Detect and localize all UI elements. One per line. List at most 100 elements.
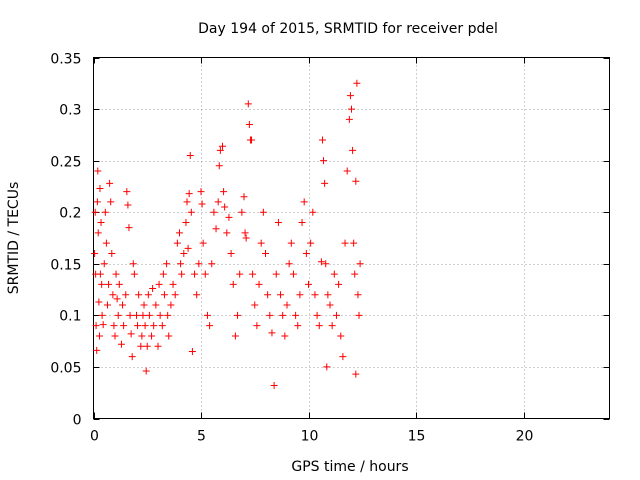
data-point	[178, 270, 186, 278]
data-point	[148, 332, 156, 340]
data-point	[201, 270, 209, 278]
data-point	[120, 322, 128, 330]
data-point	[150, 322, 158, 330]
data-point	[185, 190, 193, 198]
x-tick-label: 5	[197, 429, 206, 445]
data-point	[245, 121, 253, 129]
data-point	[184, 244, 192, 252]
data-point	[214, 198, 222, 206]
data-point	[101, 208, 109, 216]
data-point	[206, 322, 214, 330]
data-point	[177, 260, 185, 268]
data-point	[128, 353, 136, 361]
data-point	[96, 332, 104, 340]
data-point	[259, 208, 267, 216]
data-point	[183, 198, 191, 206]
data-point	[100, 260, 108, 268]
data-point	[123, 188, 131, 196]
x-tick-label: 15	[408, 429, 426, 445]
data-point	[266, 311, 274, 319]
data-point	[305, 280, 312, 288]
data-point	[355, 311, 363, 319]
data-point	[348, 105, 355, 113]
data-point	[197, 188, 205, 196]
data-point	[171, 291, 179, 299]
data-point	[92, 322, 100, 330]
data-point	[225, 213, 233, 221]
data-point	[125, 224, 133, 232]
data-point	[352, 177, 360, 185]
data-point	[311, 291, 319, 299]
data-point	[115, 280, 123, 288]
data-point	[352, 370, 360, 378]
data-point	[335, 280, 343, 288]
data-point	[227, 249, 235, 257]
data-point	[236, 270, 244, 278]
data-point	[160, 291, 168, 299]
data-point	[108, 249, 116, 257]
data-point	[180, 249, 188, 257]
data-point	[313, 311, 321, 319]
data-point	[106, 179, 114, 187]
data-point	[238, 208, 246, 216]
data-point	[300, 198, 308, 206]
data-point	[94, 229, 102, 237]
data-point	[91, 249, 99, 257]
data-point	[95, 298, 103, 306]
data-point	[97, 219, 105, 227]
x-tick-label: 20	[516, 429, 534, 445]
data-point	[94, 167, 102, 175]
data-point	[119, 301, 127, 309]
data-point	[210, 208, 218, 216]
data-point	[91, 208, 99, 216]
data-point	[285, 260, 293, 268]
data-point	[322, 260, 330, 268]
data-point	[158, 322, 166, 330]
data-point	[109, 291, 117, 299]
data-point	[320, 157, 328, 165]
data-point	[339, 353, 347, 361]
data-point	[103, 301, 111, 309]
data-point	[93, 198, 101, 206]
data-point	[332, 311, 340, 319]
y-tick-label: 0.25	[50, 155, 81, 171]
data-point	[107, 198, 115, 206]
data-point	[244, 100, 252, 108]
data-point	[152, 301, 160, 309]
data-point	[133, 311, 140, 319]
chart-title: Day 194 of 2015, SRMTID for receiver pde…	[198, 21, 498, 37]
data-point	[242, 234, 250, 242]
data-point	[134, 322, 142, 330]
data-point	[216, 146, 224, 154]
data-point	[138, 332, 146, 340]
data-point	[126, 311, 134, 319]
data-point	[155, 280, 163, 288]
y-tick-label: 0.3	[59, 103, 81, 119]
data-point	[99, 321, 107, 329]
y-tick-label: 0.15	[50, 258, 81, 274]
data-point	[124, 201, 132, 209]
data-point	[337, 332, 345, 340]
data-point	[272, 270, 280, 278]
data-point	[112, 270, 120, 278]
data-point	[328, 322, 336, 330]
data-point	[248, 136, 256, 144]
data-point	[274, 219, 282, 227]
data-point	[195, 260, 203, 268]
data-point	[317, 258, 325, 266]
data-point	[234, 311, 242, 319]
data-point	[289, 270, 297, 278]
y-tick-label: 0	[73, 413, 82, 429]
data-point	[346, 92, 354, 100]
ticks: 0 5 10 15 20 0 0.05 0.1 0.15 0.2 0.25 0.3 0.35	[50, 52, 610, 445]
data-point	[141, 322, 149, 330]
data-point	[176, 229, 183, 237]
plot-frame	[93, 57, 610, 419]
data-point	[321, 179, 329, 187]
data-point	[114, 311, 122, 319]
y-tick-label: 0.1	[59, 309, 81, 325]
data-point	[220, 188, 228, 196]
data-point	[287, 239, 295, 247]
data-point	[283, 301, 291, 309]
x-tick-label: 0	[90, 429, 99, 445]
